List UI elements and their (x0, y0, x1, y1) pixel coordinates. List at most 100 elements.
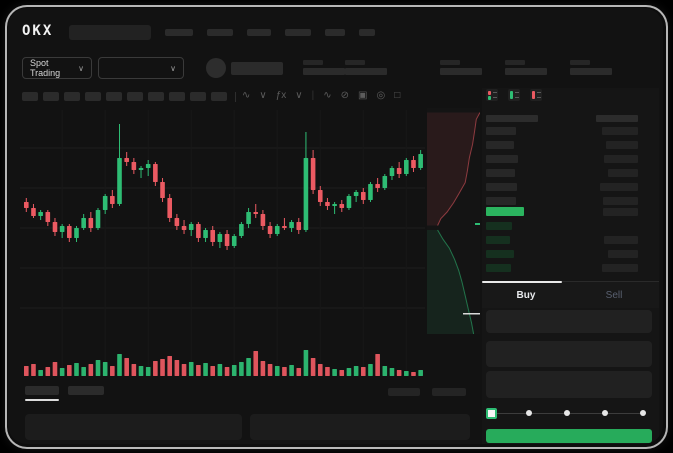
bottom-right-controls (388, 388, 466, 396)
toolbar-button-placeholder[interactable] (127, 92, 143, 101)
bid-row-price[interactable] (486, 236, 510, 244)
stat-group (440, 60, 482, 75)
ask-row-amount[interactable] (606, 141, 638, 149)
stat-group (345, 60, 387, 75)
bid-row-price[interactable] (486, 264, 511, 272)
eraser-icon[interactable]: ⊘ (340, 90, 349, 101)
order-input-placeholder[interactable] (486, 341, 652, 367)
bottom-active-tab-indicator (25, 399, 59, 401)
app-window: OKX Spot Trading ∨ ∨ ∿ ∨ ƒx ∨ | ∿ ⊘ ▣ ◎ □ Buy S (8, 8, 663, 444)
tab-sell[interactable]: Sell (605, 289, 623, 301)
nav-item-placeholder[interactable] (247, 29, 271, 36)
orders-placeholder-box (25, 414, 242, 440)
pair-dropdown[interactable]: ∨ (98, 57, 184, 79)
toolbar-button-placeholder[interactable] (22, 92, 38, 101)
icon-line (537, 92, 541, 93)
slider-stop[interactable] (564, 410, 570, 416)
ask-row-price[interactable] (486, 155, 518, 163)
chevron-down-icon[interactable]: ∨ (295, 90, 303, 101)
toolbar-button-placeholder[interactable] (211, 92, 227, 101)
bottom-tab-placeholder[interactable] (68, 386, 104, 395)
orderbook-bids-icon[interactable] (508, 89, 520, 101)
divider: | (311, 90, 315, 101)
indicators-icon[interactable]: ƒx (275, 90, 287, 101)
camera-icon[interactable]: ▣ (358, 90, 368, 101)
stat-value-placeholder (303, 68, 345, 75)
orderbook-col-header (596, 115, 638, 122)
order-input-placeholder[interactable] (486, 371, 652, 398)
chevron-down-icon: ∨ (170, 63, 176, 73)
ask-row-amount[interactable] (608, 169, 638, 177)
ask-row-amount[interactable] (603, 197, 638, 205)
toolbar-button-placeholder[interactable] (169, 92, 185, 101)
ask-row-amount[interactable] (600, 183, 638, 191)
toolbar-button-placeholder[interactable] (190, 92, 206, 101)
toolbar-divider (235, 92, 236, 102)
bid-row-amount[interactable] (608, 250, 638, 258)
last-price-highlight (486, 207, 524, 216)
settings-icon[interactable]: ◎ (376, 90, 386, 101)
bid-row-amount[interactable] (604, 236, 638, 244)
slider-stop[interactable] (602, 410, 608, 416)
line-tool-icon[interactable]: ∿ (323, 90, 332, 101)
slider-handle[interactable] (486, 408, 497, 419)
slider-stop[interactable] (640, 410, 646, 416)
search-input[interactable] (69, 25, 151, 40)
ask-row-price[interactable] (486, 127, 516, 135)
toolbar-button-placeholder[interactable] (43, 92, 59, 101)
okx-logo[interactable]: OKX (22, 23, 54, 39)
icon-bid-segment (488, 96, 491, 100)
ask-row-price[interactable] (486, 197, 516, 205)
amount-slider[interactable] (486, 408, 646, 419)
toolbar-button-placeholder[interactable] (85, 92, 101, 101)
orderbook-panel: Buy Sell (482, 88, 659, 444)
candlestick-chart[interactable] (20, 110, 425, 383)
nav-item-placeholder[interactable] (325, 29, 345, 36)
toolbar-button-placeholder[interactable] (106, 92, 122, 101)
toolbar-button-placeholder[interactable] (64, 92, 80, 101)
toolbar-button-placeholder[interactable] (148, 92, 164, 101)
depth-chart[interactable] (427, 108, 480, 334)
stat-label-placeholder (440, 60, 460, 65)
nav-item-placeholder[interactable] (207, 29, 233, 36)
top-nav (165, 29, 375, 36)
chart-toolbar-icons: ∿ ∨ ƒx ∨ | ∿ ⊘ ▣ ◎ □ (242, 89, 400, 103)
ask-row-price[interactable] (486, 141, 514, 149)
chevron-down-icon[interactable]: ∨ (259, 90, 267, 101)
bid-row-amount[interactable] (602, 264, 638, 272)
bottom-tabs (25, 386, 104, 395)
bottom-control-placeholder[interactable] (432, 388, 466, 396)
icon-side-segment (510, 91, 513, 99)
bottom-control-placeholder[interactable] (388, 388, 420, 396)
market-type-dropdown[interactable]: Spot Trading ∨ (22, 57, 92, 79)
bid-row-price[interactable] (486, 250, 514, 258)
ask-row-price[interactable] (486, 183, 517, 191)
tab-buy[interactable]: Buy (516, 289, 536, 301)
buy-submit-button[interactable] (486, 429, 652, 443)
stat-group (570, 60, 612, 75)
fullscreen-icon[interactable]: □ (394, 90, 401, 101)
nav-item-placeholder[interactable] (165, 29, 193, 36)
price-row-amount[interactable] (603, 208, 638, 216)
ask-row-amount[interactable] (604, 155, 638, 163)
bottom-tab-placeholder[interactable] (25, 386, 59, 395)
nav-item-placeholder[interactable] (359, 29, 375, 36)
orderbook-combined-icon[interactable] (486, 89, 498, 101)
chart-style-icon[interactable]: ∿ (242, 90, 251, 101)
orderbook-asks-icon[interactable] (530, 89, 542, 101)
icon-ask-segment (488, 91, 491, 95)
slider-stop[interactable] (526, 410, 532, 416)
orderbook-col-header (486, 115, 538, 122)
bid-row-price[interactable] (486, 222, 512, 230)
order-input-placeholder[interactable] (486, 310, 652, 333)
ask-row-price[interactable] (486, 169, 515, 177)
ask-row-amount[interactable] (602, 127, 638, 135)
history-placeholder-box (250, 414, 470, 440)
stat-value-placeholder (440, 68, 482, 75)
active-tab-indicator (482, 281, 562, 283)
stat-label-placeholder (345, 60, 365, 65)
icon-line (515, 92, 519, 93)
nav-item-placeholder[interactable] (285, 29, 311, 36)
stat-label-placeholder (570, 60, 590, 65)
icon-line (493, 97, 497, 98)
